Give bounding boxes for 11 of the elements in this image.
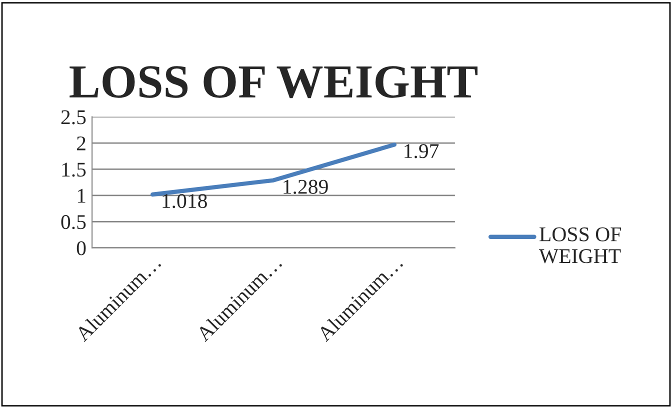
data-label: 1.289: [284, 180, 328, 194]
y-tick-label: 0: [76, 241, 86, 256]
data-label: 1.018: [162, 194, 207, 208]
data-label: 1.97: [404, 144, 439, 158]
y-tick-label: 0.5: [61, 215, 86, 230]
legend-label: LOSS OF WEIGHT: [538, 227, 621, 264]
y-tick-label: 2: [77, 136, 86, 150]
chart-title: LOSS OF WEIGHT: [70, 66, 478, 98]
y-tick-label: 1: [78, 188, 86, 203]
y-tick-label: 1.5: [62, 162, 86, 177]
y-tick-label: 2.5: [61, 110, 86, 124]
